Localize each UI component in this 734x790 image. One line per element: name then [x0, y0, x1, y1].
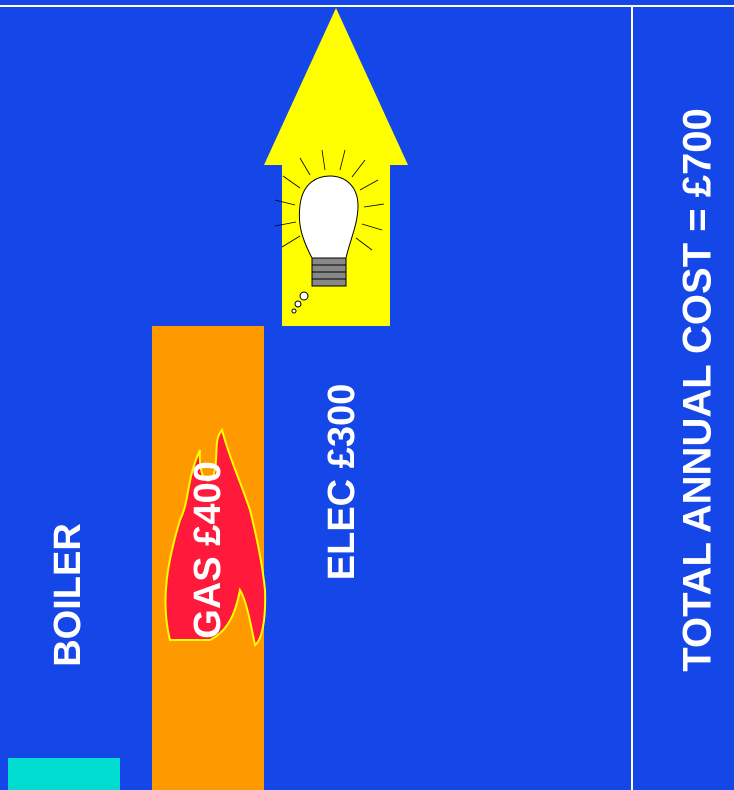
boiler-label: BOILER [47, 523, 89, 667]
total-label: TOTAL ANNUAL COST = £700 [676, 108, 720, 671]
elec-label: ELEC £300 [321, 384, 363, 580]
elec-arrow [264, 8, 408, 326]
light-bulb [274, 149, 385, 314]
boiler-block [8, 758, 120, 790]
flame [164, 427, 267, 647]
gas-label: GAS £400 [187, 461, 229, 638]
